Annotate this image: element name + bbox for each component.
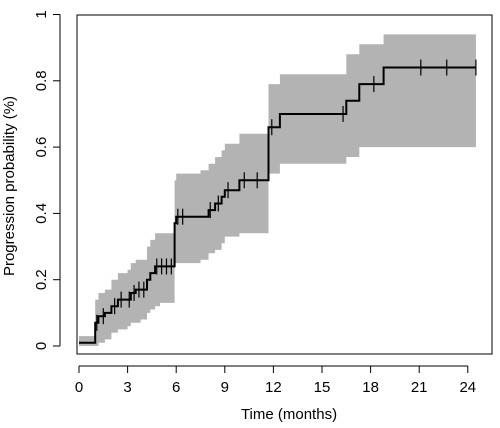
- y-tick-label: 0.4: [33, 203, 50, 224]
- x-tick-label: 3: [123, 379, 131, 396]
- y-tick-label: 0: [33, 342, 50, 350]
- x-tick-label: 24: [459, 379, 476, 396]
- y-tick-label: 0.6: [33, 137, 50, 158]
- ci-band: [79, 34, 476, 347]
- x-tick-label: 9: [221, 379, 229, 396]
- x-tick-label: 0: [75, 379, 83, 396]
- x-axis-title: Time (months): [241, 406, 337, 423]
- x-tick-label: 21: [411, 379, 428, 396]
- y-axis: 0 0.2 0.4 0.6 0.8 1: [33, 10, 61, 350]
- y-tick-label: 0.2: [33, 269, 50, 290]
- plot-frame: [76, 14, 493, 355]
- y-tick-label: 0.8: [33, 70, 50, 91]
- x-tick-label: 6: [172, 379, 180, 396]
- y-tick-label: 1: [33, 10, 50, 18]
- x-tick-label: 12: [265, 379, 282, 396]
- censor-marks: [96, 59, 477, 331]
- x-axis: 0 3 6 9 12 15 18 21 24: [75, 365, 476, 396]
- estimate-line-layer: [79, 66, 476, 344]
- x-tick-label: 15: [314, 379, 331, 396]
- ci-band-area: [79, 34, 476, 347]
- y-axis-title: Progression probability (%): [1, 96, 18, 276]
- estimate-line: [79, 66, 476, 344]
- x-tick-label: 18: [362, 379, 379, 396]
